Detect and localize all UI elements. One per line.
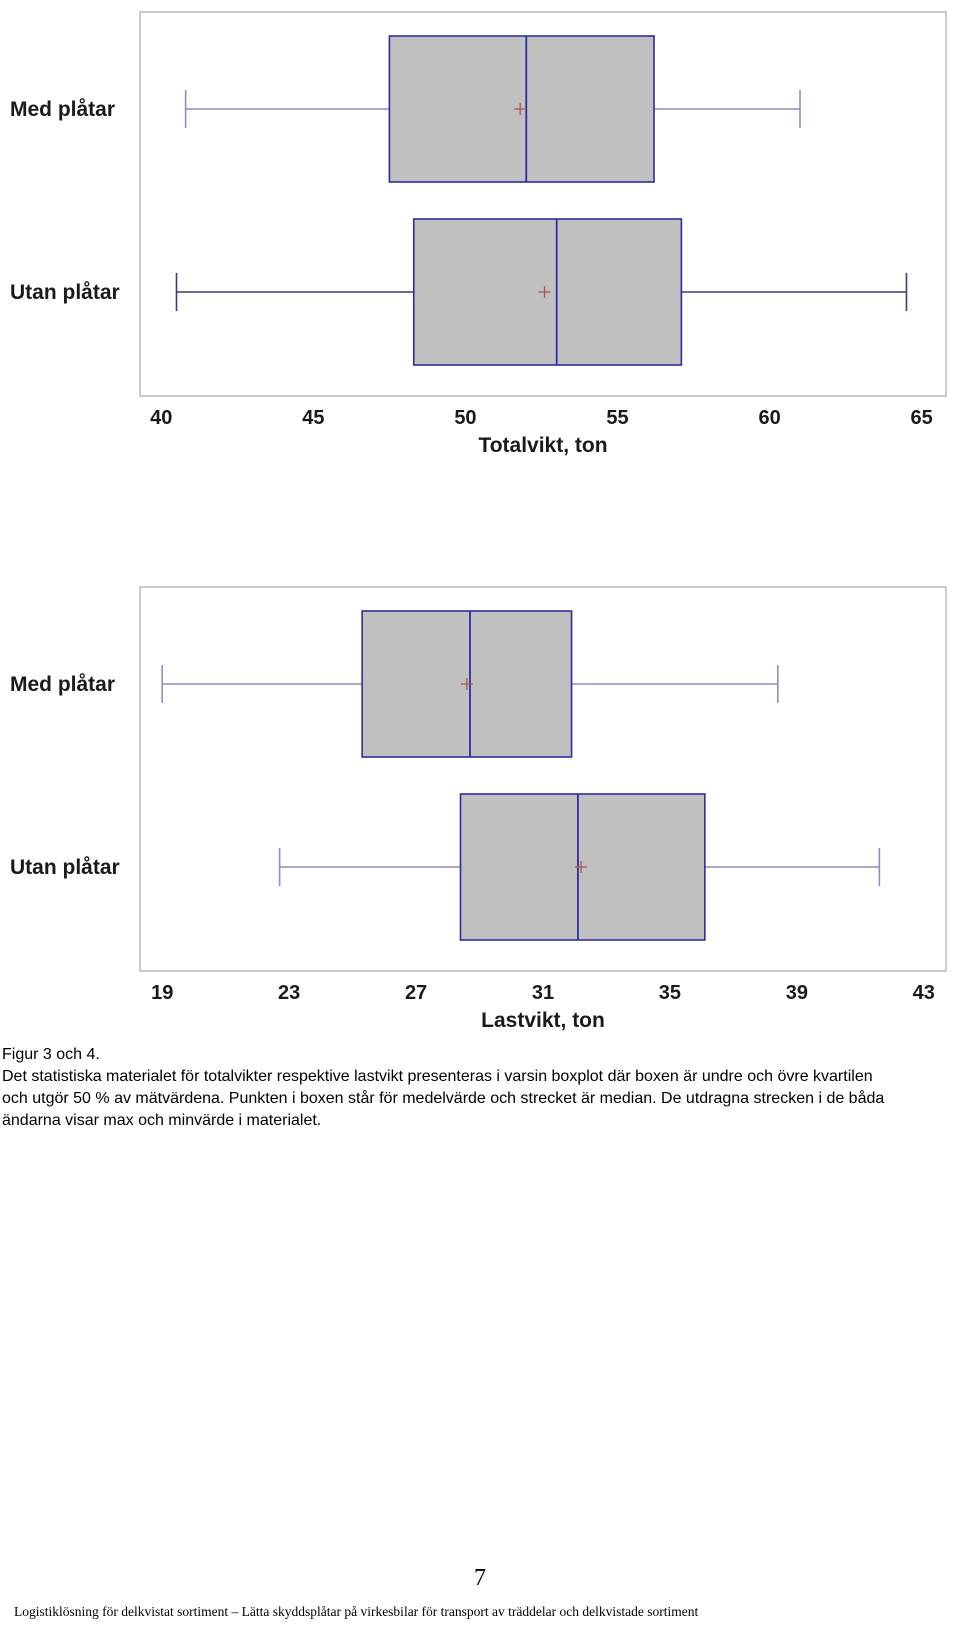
x-tick-label: 39	[786, 982, 808, 1004]
category-label-utan-platar: Utan plåtar	[10, 281, 120, 304]
caption-line-2: och utgör 50 % av mätvärdena. Punkten i …	[2, 1090, 885, 1107]
mean-marker-utan-platar	[575, 861, 588, 873]
boxplot-lastvikt: Med plåtar Utan plåtar 19 23 27 31 35 39 43 Lastv…	[0, 575, 960, 1035]
boxplot-totalvikt: Med plåtar Utan plåtar 40 45 50 55 60 65 Totalvi…	[0, 0, 960, 460]
x-tick-label: 43	[913, 982, 935, 1004]
x-axis-label: Totalvikt, ton	[478, 434, 607, 457]
category-label-utan-platar: Utan plåtar	[10, 856, 120, 879]
figure-caption: Figur 3 och 4. Det statistiska materiale…	[2, 1044, 952, 1132]
mean-marker-utan-platar	[538, 286, 551, 298]
x-tick-label: 50	[454, 407, 476, 429]
mean-marker-med-platar	[514, 103, 527, 115]
mean-marker-med-platar	[460, 678, 473, 690]
x-axis-label: Lastvikt, ton	[481, 1009, 605, 1032]
x-tick-label: 19	[151, 982, 173, 1004]
chart-svg: Med plåtar Utan plåtar 19 23 27 31 35 39 43 Lastv…	[10, 586, 947, 1032]
category-label-med-platar: Med plåtar	[10, 98, 115, 121]
caption-title: Figur 3 och 4.	[2, 1046, 100, 1063]
x-tick-label: 45	[302, 407, 324, 429]
page-footer: Logistiklösning för delkvistat sortiment…	[14, 1604, 699, 1619]
x-tick-label: 23	[278, 982, 300, 1004]
x-tick-label: 35	[659, 982, 681, 1004]
chart-svg: Med plåtar Utan plåtar 40 45 50 55 60 65 Totalvi…	[10, 11, 947, 457]
x-tick-label: 40	[150, 407, 172, 429]
caption-line-3: ändarna visar max och minvärde i materia…	[2, 1112, 322, 1129]
category-label-med-platar: Med plåtar	[10, 673, 115, 696]
plot-frame	[139, 11, 947, 397]
plot-frame	[139, 586, 947, 972]
x-tick-label: 60	[758, 407, 780, 429]
x-tick-label: 65	[911, 407, 933, 429]
x-tick-label: 27	[405, 982, 427, 1004]
page-number: 7	[474, 1565, 486, 1591]
caption-line-1: Det statistiska materialet för totalvikt…	[2, 1068, 873, 1085]
x-tick-label: 55	[606, 407, 628, 429]
x-tick-label: 31	[532, 982, 554, 1004]
